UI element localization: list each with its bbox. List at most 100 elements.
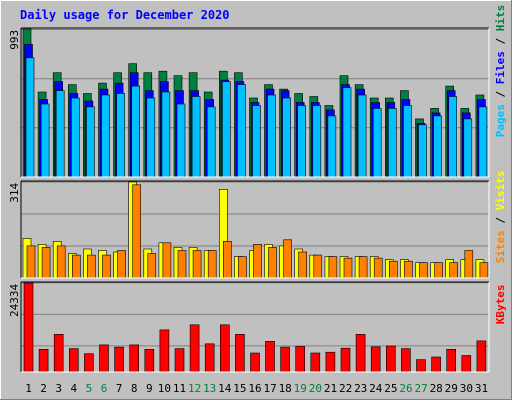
- sites-bar: [328, 256, 338, 279]
- kbytes-bar: [295, 346, 306, 373]
- day-label: 13: [203, 382, 216, 395]
- pages-bar: [237, 84, 246, 178]
- legend-sep-1: /: [494, 84, 507, 104]
- sites-bar: [147, 253, 157, 279]
- kbytes-bar: [476, 340, 487, 373]
- pages-bar: [40, 103, 50, 178]
- day-label: 3: [55, 382, 62, 395]
- visits-sites-panel: [20, 180, 490, 279]
- day-label: 30: [460, 382, 473, 395]
- sites-bar: [162, 242, 172, 279]
- kbytes-bar: [250, 352, 260, 373]
- pages-bar: [101, 94, 110, 178]
- day-label: 9: [146, 382, 153, 395]
- sites-bar: [283, 239, 292, 279]
- sites-bar: [298, 251, 308, 279]
- day-label: 19: [294, 382, 307, 395]
- legend-pages: Pages: [494, 104, 507, 137]
- kbytes-bar: [401, 348, 411, 373]
- sites-bar: [207, 250, 217, 279]
- day-label: 1: [25, 382, 32, 395]
- sites-bar: [87, 254, 96, 279]
- chart-title: Daily usage for December 2020: [20, 8, 230, 22]
- day-label: 20: [309, 382, 322, 395]
- pages-bar: [55, 90, 65, 178]
- pages-bar: [206, 106, 216, 178]
- sites-bar: [132, 184, 141, 279]
- pages-bar: [418, 124, 427, 178]
- kbytes-bar: [204, 343, 215, 373]
- pages-bar: [191, 96, 201, 178]
- kbytes-bar: [38, 348, 49, 373]
- kbytes-bar: [265, 340, 275, 373]
- legend-files: Files: [494, 51, 507, 84]
- kbytes-panel: [20, 281, 490, 373]
- sites-bar: [223, 241, 232, 279]
- pages-bar: [267, 94, 276, 178]
- sites-bar: [313, 254, 323, 279]
- day-label: 6: [101, 382, 108, 395]
- legend-hits: Hits: [494, 5, 507, 32]
- pages-bar: [116, 93, 125, 178]
- kbytes-bar: [370, 346, 381, 373]
- sites-bar: [464, 250, 474, 279]
- sites-bar: [404, 260, 413, 279]
- pages-bar: [282, 97, 291, 178]
- pages-bar: [71, 97, 80, 178]
- day-label: 28: [430, 382, 443, 395]
- sites-bar: [358, 256, 368, 279]
- pages-bar: [312, 105, 322, 178]
- kbytes-bar: [446, 348, 457, 373]
- pages-bar: [403, 105, 412, 178]
- pages-bar: [25, 57, 35, 178]
- sites-bar: [449, 262, 459, 279]
- day-label: 5: [86, 382, 93, 395]
- kbytes-bar: [355, 333, 366, 373]
- pages-bar: [478, 106, 488, 178]
- kbytes-bar: [53, 333, 64, 373]
- kbytes-bar: [340, 347, 351, 373]
- pages-bar: [176, 103, 186, 178]
- day-label: 18: [279, 382, 292, 395]
- pages-bar: [297, 105, 307, 178]
- legend-sites: Sites: [494, 230, 507, 263]
- kbytes-bar: [416, 359, 426, 373]
- day-label: 16: [248, 382, 261, 395]
- kbytes-bar: [235, 333, 245, 373]
- sites-bar: [117, 250, 126, 279]
- legend-sep-3: /: [494, 210, 507, 230]
- pages-bar: [222, 81, 231, 178]
- sites-bar: [268, 247, 277, 279]
- pages-bar: [433, 115, 442, 178]
- day-label: 14: [218, 382, 232, 395]
- hits-ymax-label: 993: [8, 30, 21, 50]
- kbytes-bar: [431, 356, 441, 373]
- legend-sep-2: /: [494, 31, 507, 51]
- kbytes-bar: [99, 344, 109, 373]
- pages-bar: [463, 118, 473, 178]
- kbytes-bar: [159, 329, 170, 373]
- day-label: 12: [188, 382, 201, 395]
- day-label: 8: [131, 382, 138, 395]
- visits-ymax-label: 314: [8, 183, 21, 203]
- day-label: 23: [354, 382, 367, 395]
- sites-bar: [72, 254, 81, 279]
- kbytes-ymax-label: 24334: [8, 284, 21, 317]
- day-label: 27: [414, 382, 427, 395]
- sites-bar: [41, 247, 51, 279]
- pages-bar: [448, 96, 458, 178]
- day-label: 22: [339, 382, 352, 395]
- day-label: 11: [173, 382, 186, 395]
- day-label: 24: [369, 382, 383, 395]
- kbytes-bar: [220, 324, 230, 373]
- kbytes-bar: [385, 345, 396, 373]
- pages-bar: [327, 115, 337, 178]
- hits-files-pages-panel: [20, 27, 490, 178]
- pages-bar: [357, 94, 367, 178]
- kbytes-bar: [325, 351, 336, 373]
- sites-bar: [26, 245, 36, 279]
- kbytes-bar: [461, 355, 472, 373]
- kbytes-bar: [174, 348, 185, 373]
- pages-bar: [372, 108, 382, 178]
